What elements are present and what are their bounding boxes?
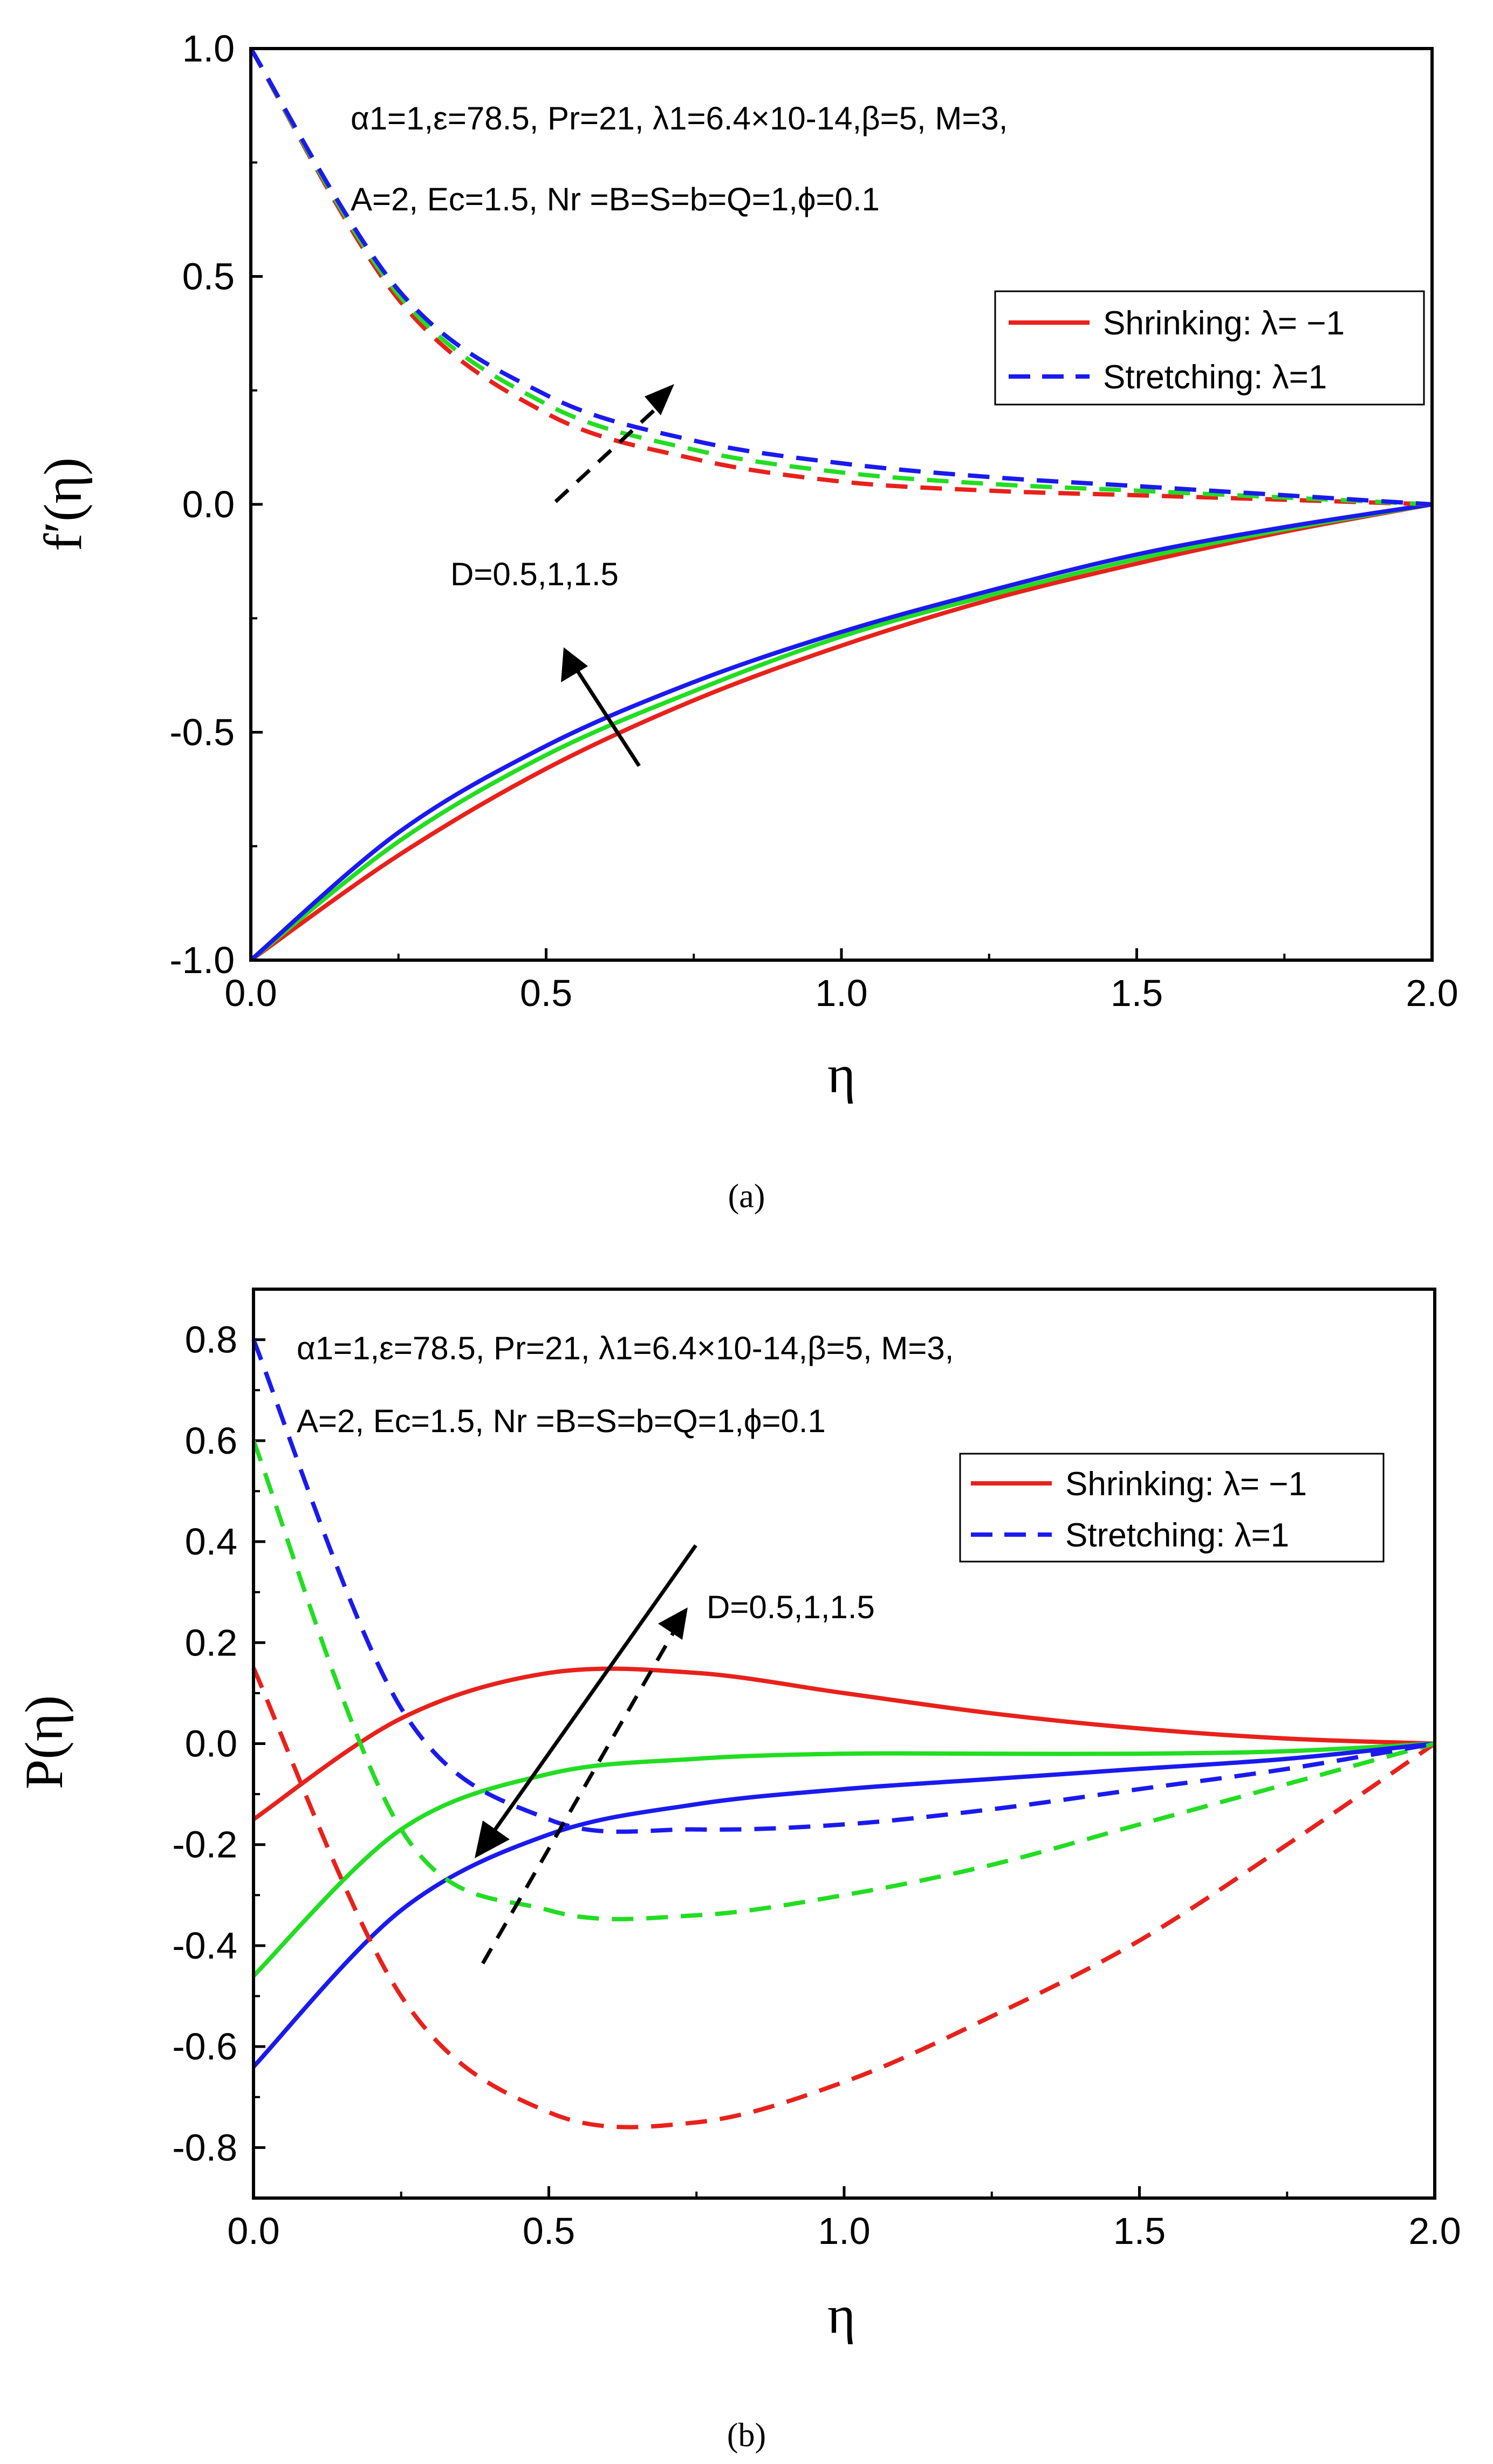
series-line-dashed-3	[251, 1667, 1436, 2130]
x-tick-label: 1.0	[818, 2210, 870, 2252]
y-tick-label: 0.2	[185, 1621, 237, 1664]
series-line-dashed-3	[249, 47, 1433, 507]
y-tick-label: 0.0	[185, 1723, 237, 1765]
panel-a-plot-frame	[249, 47, 1434, 962]
panel-a-solid-arrow	[573, 665, 641, 767]
panel-b-y-tick-labels: -0.8 -0.6 -0.4 -0.2 0.0 0.2 0.4 0.6 0.8	[172, 1319, 237, 2169]
panel-a-dashed-arrow-head	[645, 384, 674, 415]
panel-b-solid-arrow-head	[475, 1820, 510, 1858]
panel-b-chart: 0.0 0.5 1.0 1.5 2.0 -0.8 -0.6 -0.4 -0.2 0.0 0.2 0.…	[14, 1288, 1461, 2454]
y-tick-label: 0.5	[182, 256, 235, 298]
panel-b-solid-arrow	[487, 1544, 697, 1841]
series-line-dashed-5	[249, 47, 1433, 507]
y-tick-label: -0.5	[169, 711, 235, 754]
y-tick-label: -0.2	[172, 1824, 237, 1866]
panel-b-legend-shrinking-label: Shrinking: λ= −1	[1065, 1466, 1307, 1503]
y-tick-label: 0.8	[185, 1319, 237, 1361]
panel-b-label: (b)	[727, 2417, 766, 2454]
y-tick-label: -0.4	[172, 1925, 237, 1967]
series-line-dashed-4	[249, 47, 1433, 507]
panel-a-params-line1: α1=1,ε=78.5, Pr=21, λ1=6.4×10-14,β=5, M=…	[351, 100, 1008, 136]
panel-a-x-axis-label: η	[827, 1044, 855, 1104]
panel-b-params-line1: α1=1,ε=78.5, Pr=21, λ1=6.4×10-14,β=5, M=…	[297, 1330, 954, 1366]
panel-a-dashed-arrow	[554, 398, 668, 503]
panel-a-chart: 0.0 0.5 1.0 1.5 2.0 -1.0 -0.5 0.0 0.5 1.0 α1=1,ε…	[33, 28, 1458, 1215]
panel-b-dashed-arrow	[481, 1625, 679, 1965]
x-tick-label: 0.5	[523, 2210, 575, 2252]
series-line-solid-0	[249, 502, 1433, 962]
panel-b-x-tick-labels: 0.0 0.5 1.0 1.5 2.0	[227, 2210, 1461, 2252]
x-tick-label: 1.5	[1111, 972, 1163, 1014]
panel-a-y-tick-labels: -1.0 -0.5 0.0 0.5 1.0	[169, 28, 235, 981]
panel-a-label: (a)	[728, 1178, 765, 1215]
panel-b-x-axis-label: η	[827, 2285, 855, 2345]
y-tick-label: 0.6	[185, 1420, 237, 1462]
panel-b-y-axis-label: P(η)	[14, 1695, 74, 1790]
x-tick-label: 0.0	[227, 2210, 279, 2252]
series-line-dashed-5	[251, 1339, 1435, 1834]
x-tick-label: 0.5	[520, 972, 572, 1014]
series-line-solid-0	[252, 1666, 1435, 1822]
y-tick-label: -0.8	[172, 2126, 237, 2168]
y-tick-label: -1.0	[169, 939, 235, 981]
series-line-solid-2	[252, 1741, 1435, 2069]
panel-a-solid-arrow-head	[561, 647, 588, 682]
panel-b-dashed-arrow-head	[658, 1607, 688, 1640]
y-tick-label: 0.4	[185, 1521, 237, 1563]
panel-b-annotation: D=0.5,1,1.5	[707, 1589, 875, 1625]
panel-a-series	[249, 47, 1433, 962]
panel-b-plot-frame	[252, 1288, 1436, 2200]
panel-b-legend: Shrinking: λ= −1 Stretching: λ=1	[959, 1453, 1385, 1563]
x-tick-label: 1.5	[1113, 2210, 1166, 2252]
panel-a-legend-stretching-label: Stretching: λ=1	[1103, 359, 1327, 396]
y-tick-label: 0.0	[182, 483, 235, 525]
panel-a-annotation: D=0.5,1,1.5	[450, 556, 619, 592]
series-line-solid-2	[249, 502, 1433, 962]
panel-a-y-axis-label: f′(η)	[33, 457, 93, 551]
panel-b-legend-stretching-label: Stretching: λ=1	[1065, 1517, 1289, 1554]
panel-a-x-tick-labels: 0.0 0.5 1.0 1.5 2.0	[224, 972, 1458, 1014]
panel-a-legend-shrinking-label: Shrinking: λ= −1	[1103, 305, 1345, 342]
series-line-solid-1	[252, 1741, 1435, 1977]
x-tick-label: 2.0	[1408, 2210, 1461, 2252]
panel-b-series	[251, 1339, 1436, 2130]
y-tick-label: -0.6	[172, 2025, 237, 2068]
x-tick-label: 1.0	[815, 972, 867, 1014]
series-line-solid-1	[249, 502, 1433, 962]
x-tick-label: 2.0	[1406, 972, 1458, 1014]
panel-a-legend: Shrinking: λ= −1 Stretching: λ=1	[994, 290, 1425, 406]
panel-b-params-line2: A=2, Ec=1.5, Nr =B=S=b=Q=1,ϕ=0.1	[297, 1403, 826, 1439]
panel-a-params-line2: A=2, Ec=1.5, Nr =B=S=b=Q=1,ϕ=0.1	[351, 181, 880, 217]
series-line-dashed-4	[251, 1440, 1436, 1921]
panel-a-legend-box	[994, 290, 1425, 406]
x-tick-label: 0.0	[224, 972, 277, 1014]
panel-b-legend-box	[959, 1453, 1385, 1563]
y-tick-label: 1.0	[182, 28, 235, 70]
